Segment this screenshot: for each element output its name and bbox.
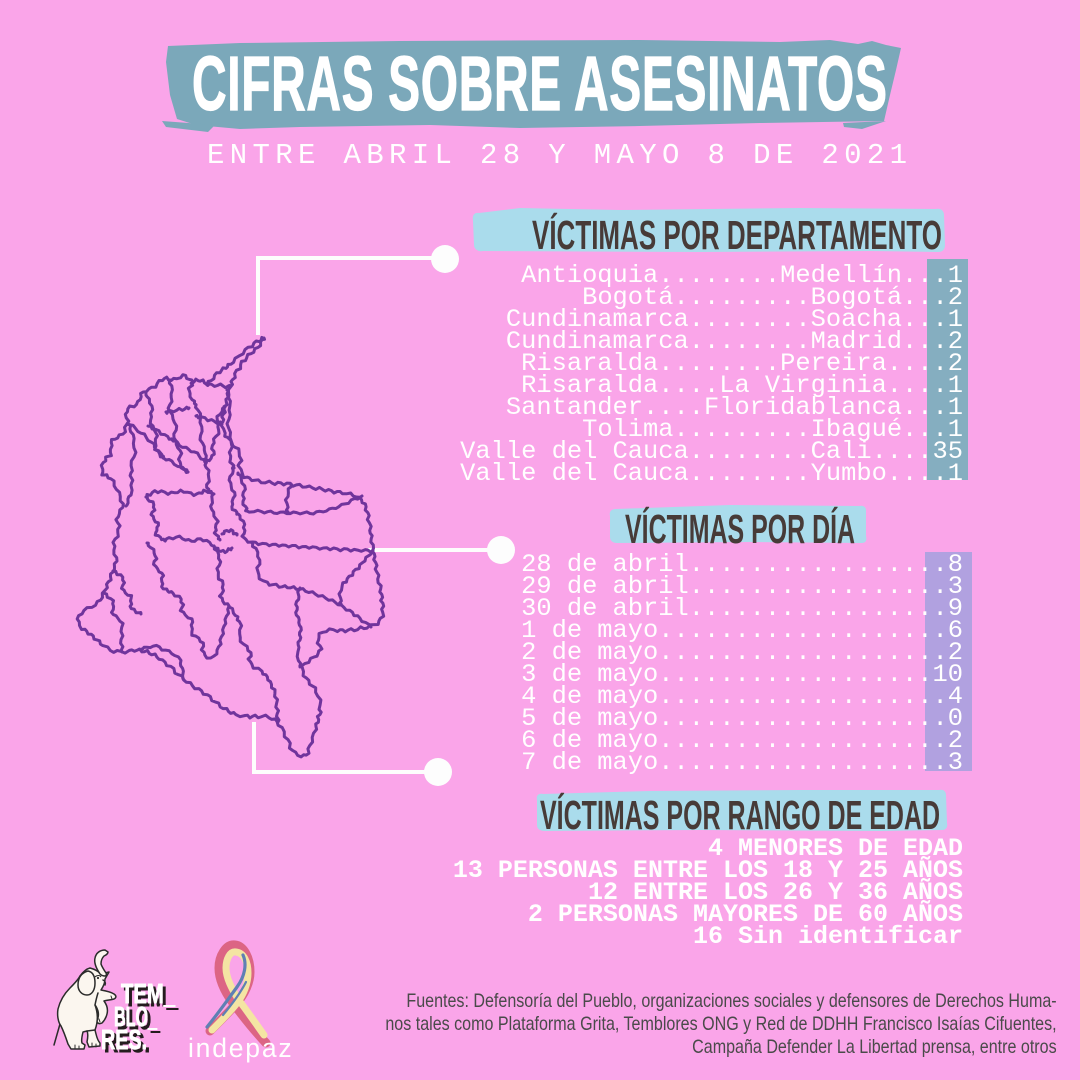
svg-text:TEM_: TEM_ bbox=[124, 981, 178, 1012]
svg-text:RES.: RES. bbox=[101, 1024, 147, 1055]
svg-text:BLO_: BLO_ bbox=[117, 1004, 160, 1035]
svg-text:BLO_: BLO_ bbox=[114, 1001, 157, 1032]
svg-text:RES.: RES. bbox=[104, 1027, 150, 1058]
svg-text:TEM_: TEM_ bbox=[121, 978, 175, 1009]
svg-text:indepaz: indepaz bbox=[188, 1033, 293, 1063]
